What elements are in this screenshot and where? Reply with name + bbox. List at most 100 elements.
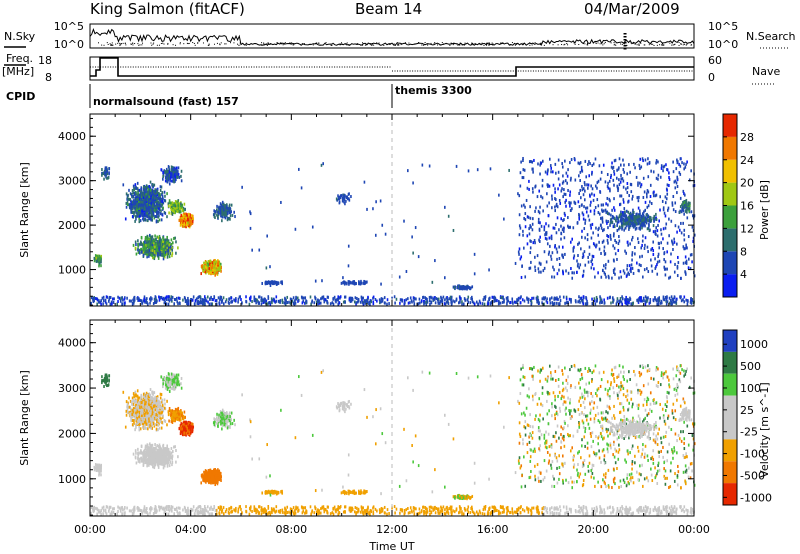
- power-cell: [444, 276, 446, 280]
- power-cell: [288, 300, 290, 304]
- power-cell: [160, 209, 162, 213]
- power-cell: [501, 296, 504, 300]
- power-cell: [523, 299, 526, 303]
- power-cell: [151, 199, 154, 203]
- power-cell: [147, 187, 150, 191]
- power-cell: [134, 209, 137, 213]
- power-cell: [137, 242, 139, 246]
- power-cell: [471, 285, 474, 289]
- power-cell: [418, 297, 421, 301]
- power-cell: [650, 248, 652, 252]
- power-cell: [363, 279, 365, 283]
- nave-dot: [220, 66, 222, 68]
- power-cell: [679, 196, 682, 200]
- power-cell: [447, 301, 450, 305]
- noise-search-dot: [613, 44, 615, 46]
- power-cell: [216, 270, 219, 274]
- power-cell: [349, 299, 352, 303]
- power-cell: [380, 297, 383, 301]
- power-cell: [305, 301, 307, 305]
- power-cell: [183, 220, 186, 224]
- nave-dot: [631, 70, 633, 72]
- station-title: King Salmon (fitACF): [90, 0, 245, 18]
- power-cell: [166, 170, 168, 174]
- power-cell: [165, 173, 167, 177]
- noise-search-dot: [686, 43, 688, 45]
- power-cell: [649, 200, 651, 204]
- power-cell: [553, 296, 556, 300]
- power-cell: [132, 204, 134, 208]
- power-cell: [142, 195, 144, 199]
- power-cell: [145, 250, 147, 254]
- nave-dot: [691, 70, 693, 72]
- power-cell: [144, 248, 147, 252]
- nave-dot: [540, 70, 542, 72]
- noise-search-dot: [372, 44, 374, 46]
- power-cell: [499, 301, 502, 305]
- power-cell: [152, 239, 154, 243]
- power-cell: [162, 240, 165, 244]
- power-cell: [600, 298, 603, 302]
- power-cell: [175, 202, 178, 206]
- power-cell: [272, 282, 274, 286]
- power-cell: [150, 245, 153, 249]
- power-cell: [647, 270, 650, 274]
- nave-dot: [444, 70, 446, 72]
- nave-dot: [525, 70, 527, 72]
- power-cell: [398, 275, 401, 279]
- power-cell: [520, 255, 523, 259]
- nave-dot: [462, 70, 464, 72]
- nave-dot: [482, 70, 484, 72]
- power-cell: [591, 258, 593, 262]
- noise-search-dot: [340, 44, 342, 46]
- nave-dot: [135, 66, 137, 68]
- power-cell: [229, 214, 232, 218]
- power-cell: [264, 281, 267, 285]
- power-cell: [619, 180, 622, 184]
- power-cell: [130, 210, 132, 214]
- power-cell: [550, 296, 553, 300]
- nave-dot: [241, 66, 242, 68]
- noise-search-dot: [360, 44, 362, 46]
- power-cell: [631, 302, 634, 306]
- noise-search-dot: [529, 44, 531, 46]
- nave-dot: [623, 70, 625, 72]
- power-cell: [634, 227, 637, 231]
- power-cell: [186, 213, 188, 217]
- power-cell: [159, 240, 161, 244]
- power-cell: [104, 298, 107, 302]
- power-cell: [546, 242, 549, 246]
- power-cell: [274, 300, 277, 304]
- power-cell: [141, 250, 143, 254]
- power-cell: [690, 301, 693, 305]
- power-cell: [209, 261, 211, 265]
- noise-search-dot: [638, 44, 640, 46]
- power-cell: [120, 296, 123, 300]
- power-cell: [557, 297, 559, 301]
- power-cell: [622, 269, 625, 273]
- power-cell: [321, 295, 324, 299]
- power-cell: [101, 173, 103, 177]
- power-cell: [152, 302, 155, 306]
- freq-panel: Freq. [MHz] 18 8 60 0 Nave: [2, 52, 780, 85]
- power-cell: [168, 182, 171, 186]
- noise-search-dot: [650, 43, 652, 45]
- power-cell: [251, 300, 253, 304]
- power-cell: [170, 201, 172, 205]
- power-cell: [294, 301, 297, 305]
- power-cell: [562, 180, 565, 184]
- power-cell: [110, 300, 113, 304]
- power-cell: [619, 163, 622, 167]
- power-cell: [283, 301, 286, 305]
- nave-dot: [603, 70, 605, 72]
- power-cell: [607, 220, 609, 224]
- power-cell: [213, 295, 215, 299]
- power-cell: [109, 295, 112, 299]
- power-cell: [666, 300, 669, 304]
- power-cell: [207, 260, 210, 264]
- power-cell: [591, 262, 594, 266]
- power-cell: [411, 235, 413, 239]
- power-cell: [670, 295, 673, 299]
- nave-dot: [495, 70, 497, 72]
- power-cell: [122, 298, 124, 302]
